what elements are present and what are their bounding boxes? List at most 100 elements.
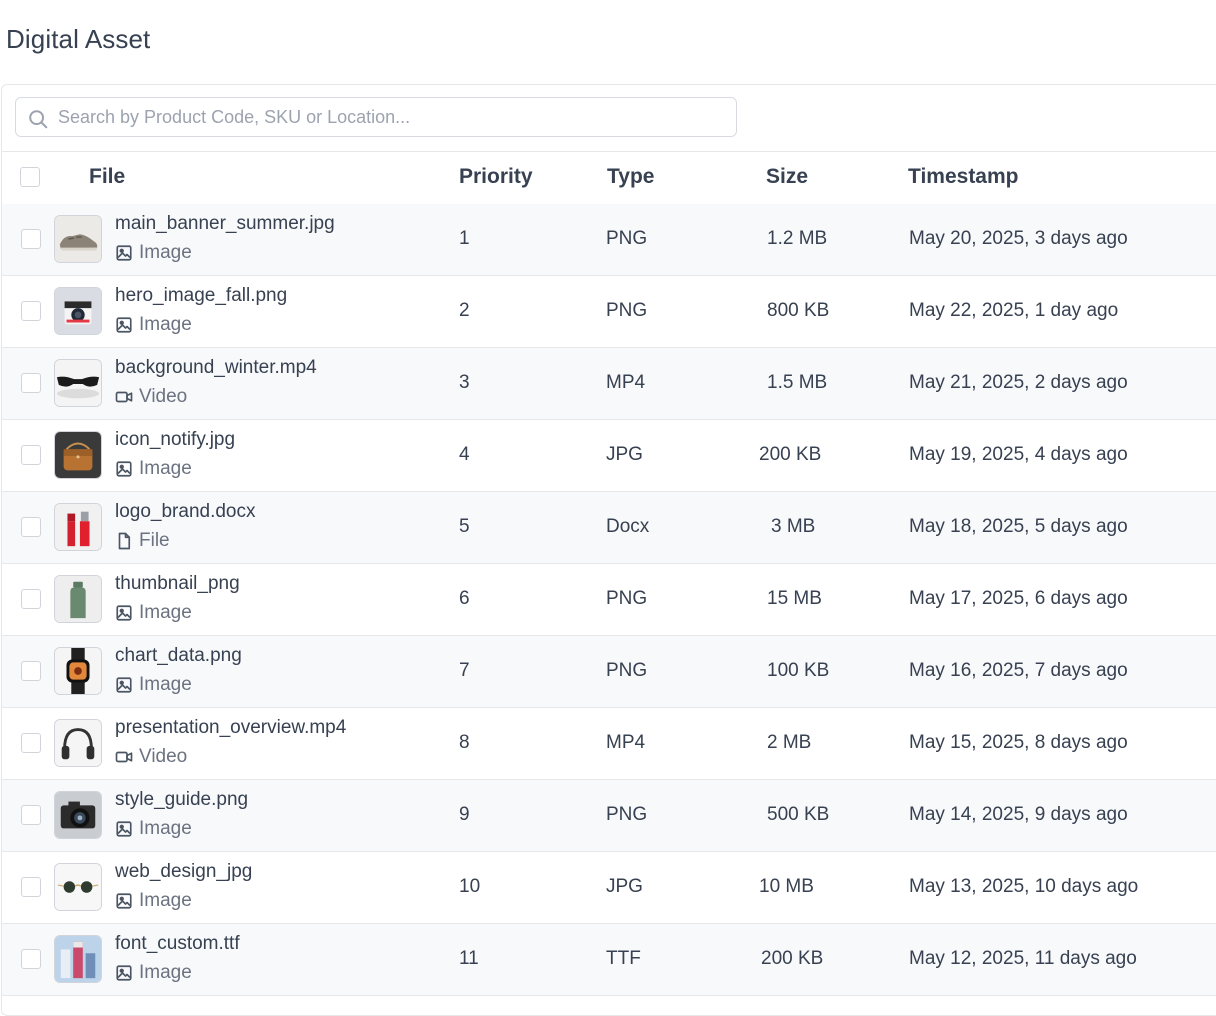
timestamp-cell: May 16, 2025, 7 days ago	[909, 660, 1128, 681]
file-name[interactable]: main_banner_summer.jpg	[115, 213, 335, 234]
asset-table-card: File Priority Type Size Timestamp main_b…	[1, 84, 1216, 1016]
select-all-checkbox[interactable]	[20, 167, 40, 187]
file-kind-label: Image	[139, 458, 192, 479]
file-kind-label: File	[139, 530, 170, 551]
size-cell: 1.2 MB	[767, 228, 828, 249]
file-name[interactable]: presentation_overview.mp4	[115, 717, 347, 738]
file-name[interactable]: logo_brand.docx	[115, 501, 256, 522]
row-checkbox[interactable]	[21, 661, 41, 681]
priority-cell: 8	[459, 732, 470, 753]
row-checkbox[interactable]	[21, 877, 41, 897]
table-row[interactable]: main_banner_summer.jpg Image 1 PNG 1.2 MB May…	[2, 204, 1216, 276]
type-cell: MP4	[606, 372, 646, 393]
page-title: Digital Asset	[6, 24, 151, 54]
row-checkbox[interactable]	[21, 445, 41, 465]
row-checkbox[interactable]	[21, 373, 41, 393]
file-name[interactable]: thumbnail_png	[115, 573, 240, 594]
timestamp-cell: May 21, 2025, 2 days ago	[909, 372, 1128, 393]
type-cell: Docx	[606, 516, 650, 537]
column-header-file[interactable]: File	[89, 165, 126, 188]
file-name[interactable]: icon_notify.jpg	[115, 429, 236, 450]
asset-thumbnail[interactable]	[54, 215, 102, 263]
table-row[interactable]: thumbnail_png Image 6 PNG 15 MB May 17, 2025,…	[2, 564, 1216, 636]
table-row[interactable]: web_design_jpg Image 10 JPG 10 MB May 13, 202…	[2, 852, 1216, 924]
file-kind-label: Image	[139, 890, 192, 911]
timestamp-cell: May 17, 2025, 6 days ago	[909, 588, 1128, 609]
priority-cell: 3	[459, 372, 470, 393]
asset-thumbnail[interactable]	[54, 791, 102, 839]
row-checkbox[interactable]	[21, 301, 41, 321]
type-cell: JPG	[606, 876, 643, 897]
row-checkbox[interactable]	[21, 949, 41, 969]
file-name[interactable]: hero_image_fall.png	[115, 285, 288, 306]
row-checkbox[interactable]	[21, 733, 41, 753]
column-header-size[interactable]: Size	[766, 165, 809, 188]
asset-thumbnail[interactable]	[54, 575, 102, 623]
file-kind-label: Video	[139, 746, 188, 767]
row-checkbox[interactable]	[21, 805, 41, 825]
row-checkbox[interactable]	[21, 517, 41, 537]
asset-thumbnail[interactable]	[54, 503, 102, 551]
row-checkbox[interactable]	[21, 229, 41, 249]
type-cell: PNG	[606, 300, 648, 321]
column-header-type[interactable]: Type	[607, 165, 655, 188]
file-name[interactable]: font_custom.ttf	[115, 933, 240, 954]
file-kind: Image	[115, 962, 192, 984]
file-kind: Image	[115, 242, 192, 264]
priority-cell: 7	[459, 660, 470, 681]
file-name[interactable]: chart_data.png	[115, 645, 242, 666]
asset-thumbnail[interactable]	[54, 935, 102, 983]
timestamp-cell: May 14, 2025, 9 days ago	[909, 804, 1128, 825]
file-kind-label: Image	[139, 602, 192, 623]
image-icon	[115, 676, 133, 694]
row-checkbox[interactable]	[21, 589, 41, 609]
priority-cell: 2	[459, 300, 470, 321]
file-icon	[115, 532, 133, 550]
file-kind: Image	[115, 890, 192, 912]
table-row[interactable]: hero_image_fall.png Image 2 PNG 800 KB May 22…	[2, 276, 1216, 348]
type-cell: PNG	[606, 228, 648, 249]
asset-thumbnail[interactable]	[54, 431, 102, 479]
image-icon	[115, 244, 133, 262]
asset-thumbnail[interactable]	[54, 647, 102, 695]
file-kind-label: Image	[139, 314, 192, 335]
timestamp-cell: May 20, 2025, 3 days ago	[909, 228, 1128, 249]
size-cell: 1.5 MB	[767, 372, 828, 393]
type-cell: MP4	[606, 732, 646, 753]
column-header-timestamp[interactable]: Timestamp	[908, 165, 1019, 188]
type-cell: PNG	[606, 588, 648, 609]
priority-cell: 11	[459, 948, 479, 969]
timestamp-cell: May 15, 2025, 8 days ago	[909, 732, 1128, 753]
search-box[interactable]	[15, 97, 737, 137]
file-name[interactable]: style_guide.png	[115, 789, 249, 810]
image-icon	[115, 604, 133, 622]
table-row[interactable]: style_guide.png Image 9 PNG 500 KB May 14, 20…	[2, 780, 1216, 852]
table-row[interactable]: background_winter.mp4 Video 3 MP4 1.5 MB May …	[2, 348, 1216, 420]
table-row[interactable]: presentation_overview.mp4 Video 8 MP4 2 MB Ma…	[2, 708, 1216, 780]
size-cell: 200 KB	[761, 948, 824, 969]
file-kind: Image	[115, 314, 192, 336]
image-icon	[115, 460, 133, 478]
image-icon	[115, 964, 133, 982]
search-input[interactable]	[58, 98, 718, 136]
asset-thumbnail[interactable]	[54, 359, 102, 407]
table-row[interactable]: icon_notify.jpg Image 4 JPG 200 KB May 19, 20…	[2, 420, 1216, 492]
file-name[interactable]: background_winter.mp4	[115, 357, 317, 378]
file-name[interactable]: web_design_jpg	[115, 861, 253, 882]
file-kind: Video	[115, 746, 187, 768]
column-header-priority[interactable]: Priority	[459, 165, 533, 188]
timestamp-cell: May 18, 2025, 5 days ago	[909, 516, 1128, 537]
file-kind-label: Video	[139, 386, 188, 407]
table-row[interactable]: font_custom.ttf Image 11 TTF 200 KB May 12, 2…	[2, 924, 1216, 996]
asset-thumbnail[interactable]	[54, 863, 102, 911]
table-row[interactable]: logo_brand.docx File 5 Docx 3 MB May 18, 2025…	[2, 492, 1216, 564]
table-row[interactable]: chart_data.png Image 7 PNG 100 KB May 16, 202…	[2, 636, 1216, 708]
file-kind: Image	[115, 674, 192, 696]
size-cell: 800 KB	[767, 300, 830, 321]
asset-thumbnail[interactable]	[54, 287, 102, 335]
timestamp-cell: May 19, 2025, 4 days ago	[909, 444, 1128, 465]
size-cell: 2 MB	[767, 732, 812, 753]
asset-thumbnail[interactable]	[54, 719, 102, 767]
size-cell: 3 MB	[771, 516, 816, 537]
priority-cell: 10	[459, 876, 481, 897]
